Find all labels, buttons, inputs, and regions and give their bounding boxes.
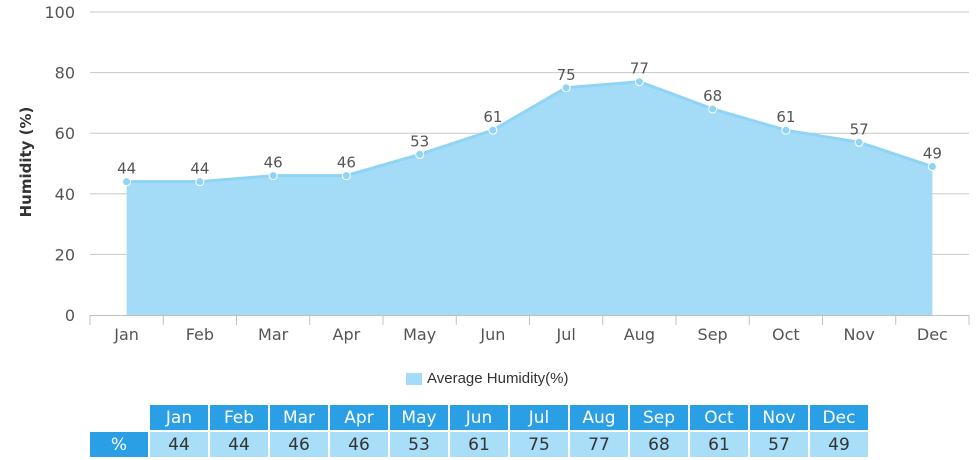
data-label: 61 bbox=[776, 108, 795, 126]
legend-swatch bbox=[406, 372, 422, 385]
table-value-row: % 44 44 46 46 53 61 75 77 68 61 57 49 bbox=[90, 432, 868, 457]
x-tick-label: Feb bbox=[186, 325, 214, 344]
data-points bbox=[122, 77, 937, 187]
data-label: 68 bbox=[703, 87, 722, 105]
data-label: 77 bbox=[630, 60, 649, 78]
y-tick-label: 40 bbox=[55, 185, 75, 204]
x-tick-label: Nov bbox=[844, 325, 875, 344]
table-cell: 75 bbox=[510, 432, 568, 457]
data-point bbox=[708, 104, 718, 114]
data-label: 61 bbox=[483, 108, 502, 126]
table-cell: 46 bbox=[330, 432, 388, 457]
data-point bbox=[927, 162, 937, 172]
data-label: 46 bbox=[264, 154, 283, 172]
table-header-row: Jan Feb Mar Apr May Jun Jul Aug Sep Oct … bbox=[90, 405, 868, 430]
data-label: 75 bbox=[557, 66, 576, 84]
y-tick-label: 20 bbox=[55, 245, 75, 264]
table-month-header: Aug bbox=[570, 405, 628, 430]
x-tick-label: May bbox=[403, 325, 436, 344]
y-tick-label: 0 bbox=[65, 306, 75, 325]
x-tick-label: Dec bbox=[917, 325, 948, 344]
data-label: 46 bbox=[337, 154, 356, 172]
table-cell: 77 bbox=[570, 432, 628, 457]
data-label: 53 bbox=[410, 132, 429, 150]
data-label: 49 bbox=[923, 145, 942, 163]
table-month-header: Mar bbox=[270, 405, 328, 430]
humidity-area bbox=[126, 81, 933, 315]
data-label: 44 bbox=[190, 160, 209, 178]
x-axis: Jan Feb Mar Apr May Jun Jul Aug Sep Oct Nov Dec bbox=[89, 315, 970, 344]
table-month-header: Jun bbox=[450, 405, 508, 430]
data-point bbox=[195, 177, 205, 187]
data-point bbox=[561, 83, 571, 93]
table-cell: 46 bbox=[270, 432, 328, 457]
y-axis-ticks: 0 20 40 60 80 100 bbox=[44, 3, 75, 325]
data-point bbox=[854, 137, 864, 147]
x-tick-label: Apr bbox=[333, 325, 361, 344]
table-month-header: Jul bbox=[510, 405, 568, 430]
table-month-header: Sep bbox=[630, 405, 688, 430]
x-tick-label: Jul bbox=[555, 325, 575, 344]
table-cell: 68 bbox=[630, 432, 688, 457]
data-point bbox=[781, 125, 791, 135]
humidity-chart: 0 20 40 60 80 100 44 44 46 46 53 61 75 77 68 61 57 49 Ja… bbox=[17, 3, 970, 344]
table-cell: 57 bbox=[750, 432, 808, 457]
humidity-line bbox=[126, 80, 933, 184]
data-point bbox=[634, 77, 644, 87]
table-cell: 53 bbox=[390, 432, 448, 457]
table-month-header: May bbox=[390, 405, 448, 430]
legend-label: Average Humidity(%) bbox=[427, 370, 569, 387]
table-month-header: Nov bbox=[750, 405, 808, 430]
table-cell: 61 bbox=[690, 432, 748, 457]
data-point bbox=[415, 149, 425, 159]
table-month-header: Jan bbox=[150, 405, 208, 430]
data-point bbox=[122, 177, 132, 187]
data-point bbox=[268, 171, 278, 181]
data-table: Jan Feb Mar Apr May Jun Jul Aug Sep Oct … bbox=[88, 403, 870, 459]
table-month-header: Apr bbox=[330, 405, 388, 430]
y-tick-label: 100 bbox=[44, 3, 75, 22]
table-month-header: Dec bbox=[810, 405, 868, 430]
x-tick-label: Aug bbox=[624, 325, 655, 344]
table-cell: 49 bbox=[810, 432, 868, 457]
data-label: 57 bbox=[850, 120, 869, 138]
table-row-header: % bbox=[90, 432, 148, 457]
legend[interactable]: Average Humidity(%) bbox=[406, 370, 568, 387]
table-cell: 61 bbox=[450, 432, 508, 457]
y-tick-label: 80 bbox=[55, 64, 75, 83]
y-axis-label: Humidity (%) bbox=[17, 107, 35, 218]
table-cell: 44 bbox=[150, 432, 208, 457]
table-corner bbox=[90, 405, 148, 430]
data-point bbox=[341, 171, 351, 181]
table-cell: 44 bbox=[210, 432, 268, 457]
table-month-header: Feb bbox=[210, 405, 268, 430]
data-labels: 44 44 46 46 53 61 75 77 68 61 57 49 bbox=[117, 60, 942, 178]
y-tick-label: 60 bbox=[55, 124, 75, 143]
data-point bbox=[488, 125, 498, 135]
table-month-header: Oct bbox=[690, 405, 748, 430]
x-tick-label: Oct bbox=[772, 325, 800, 344]
x-tick-label: Mar bbox=[258, 325, 289, 344]
data-label: 44 bbox=[117, 160, 136, 178]
x-tick-label: Jun bbox=[479, 325, 505, 344]
x-tick-label: Sep bbox=[698, 325, 728, 344]
x-tick-label: Jan bbox=[113, 325, 139, 344]
